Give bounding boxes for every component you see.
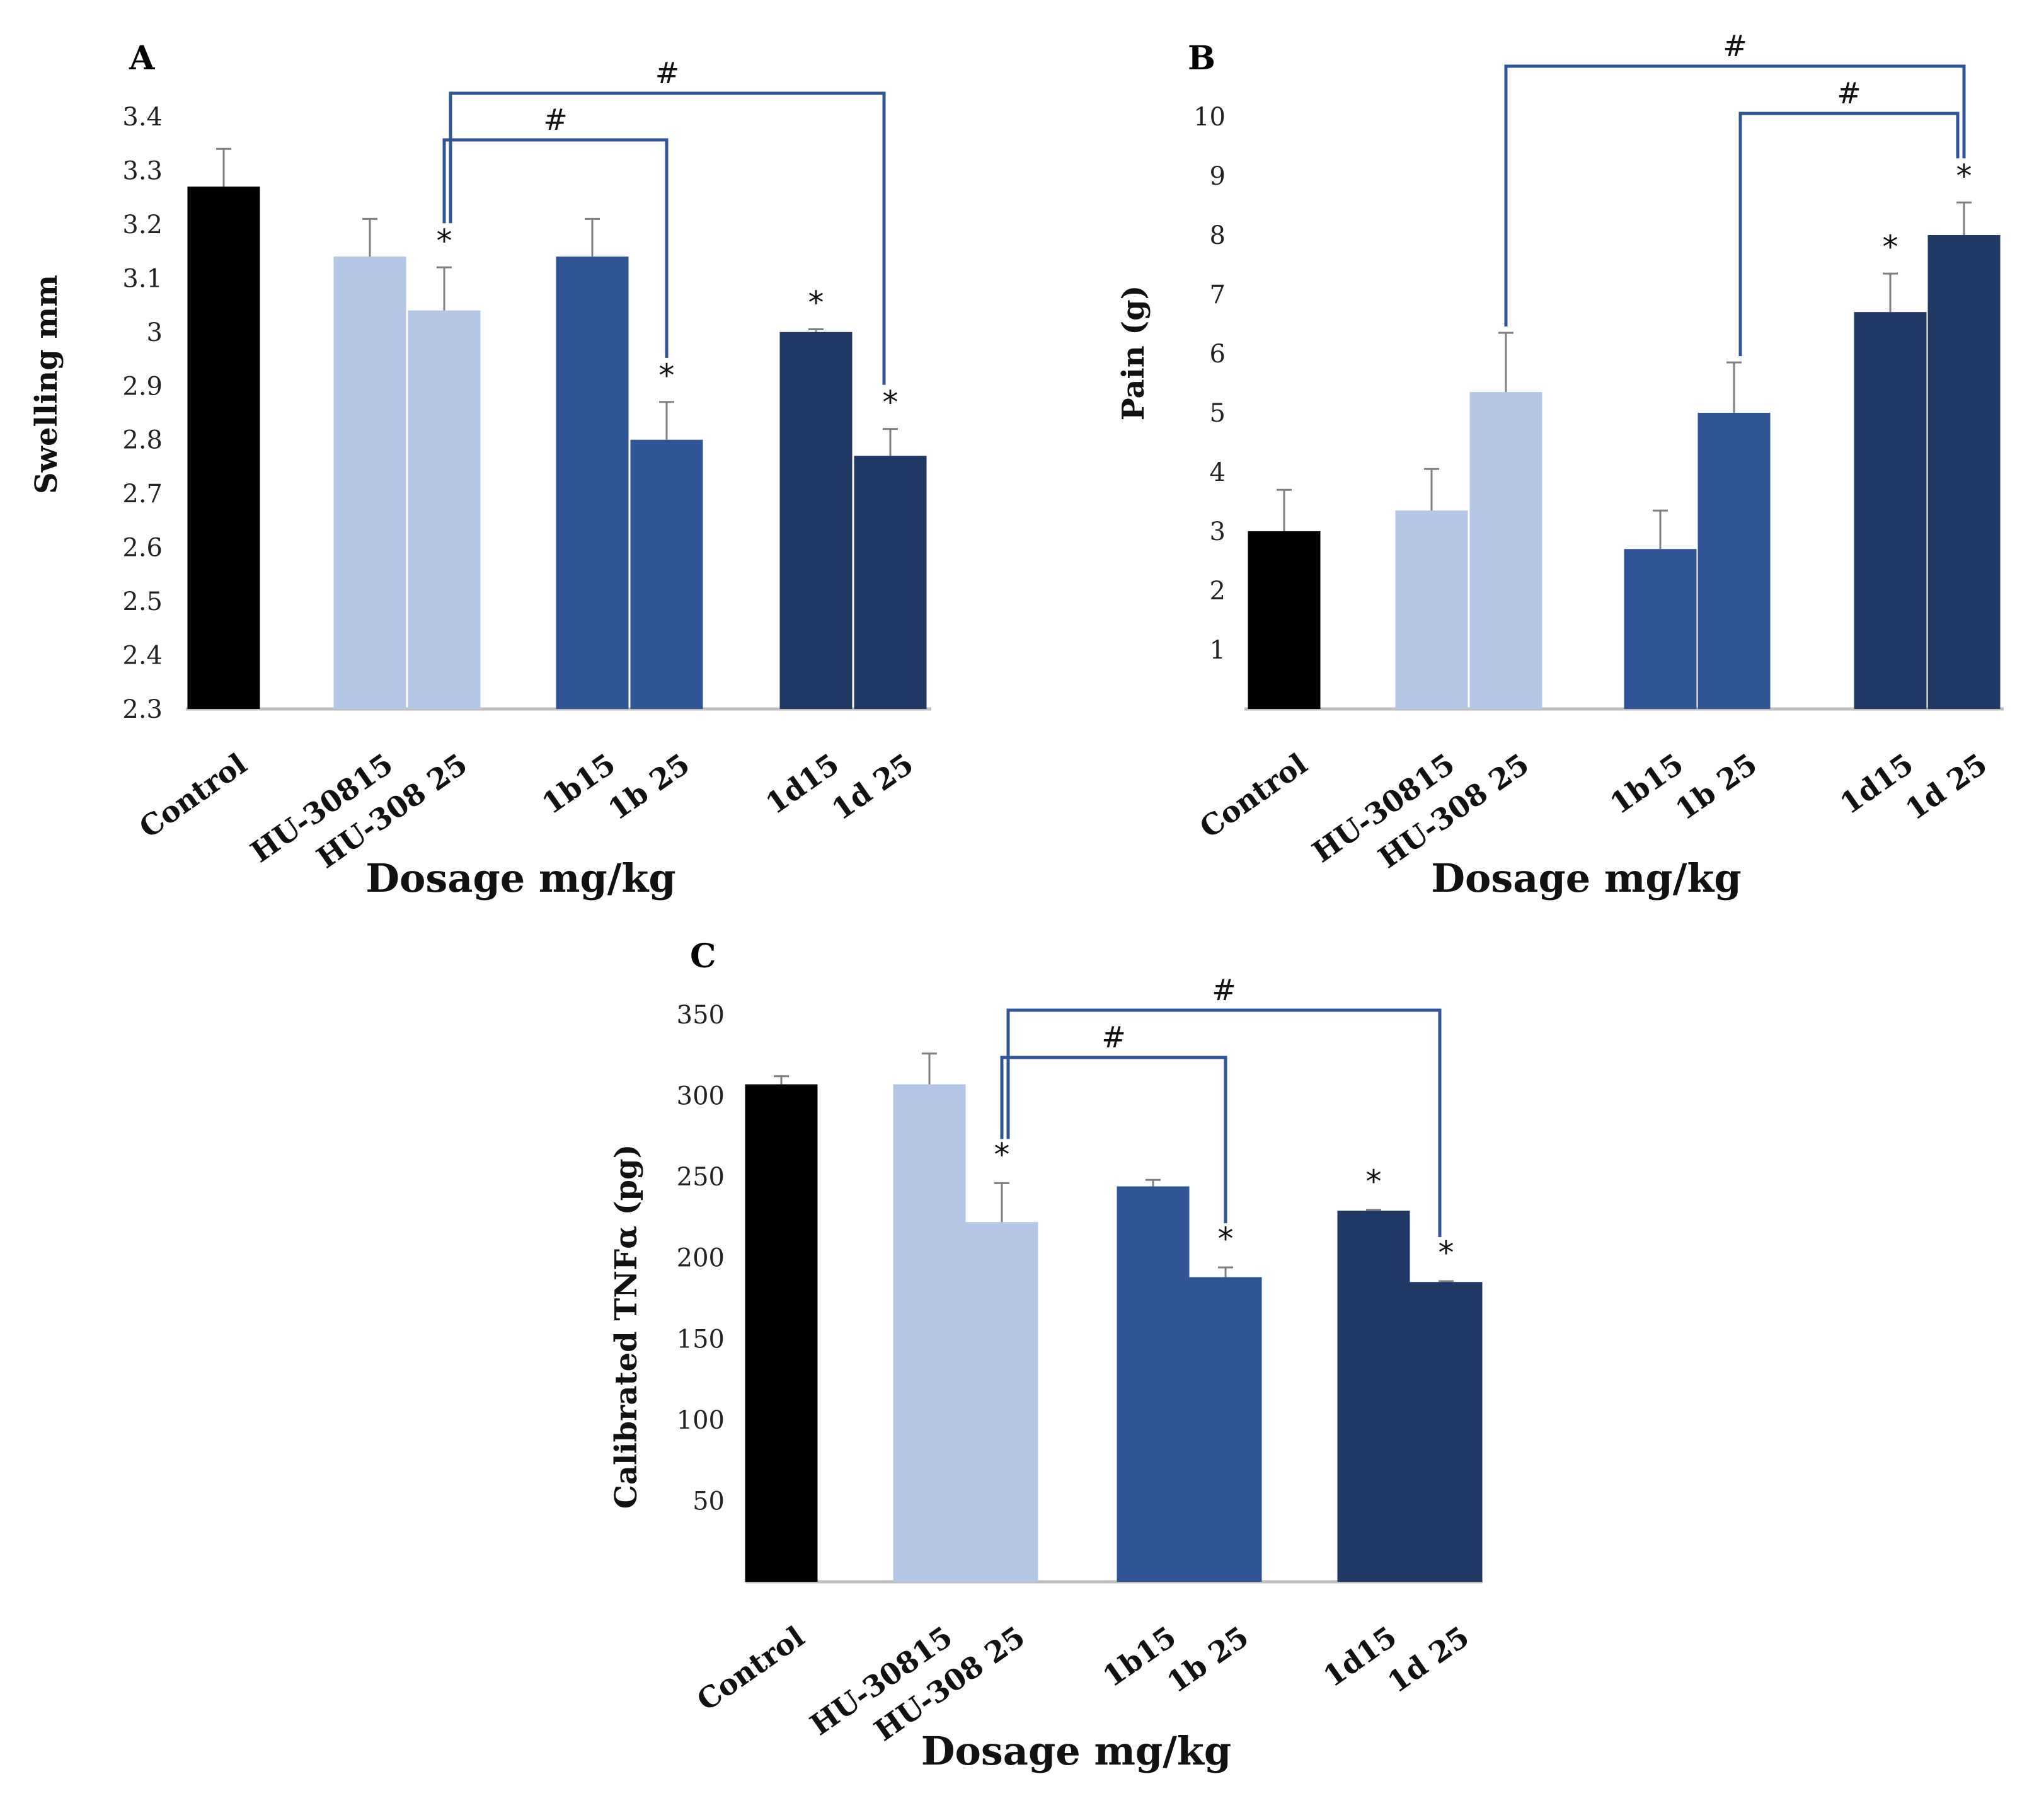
- x-category-label: 1d15: [759, 747, 845, 821]
- x-category-label: Control: [691, 1620, 810, 1718]
- y-tick-label: 3: [1210, 517, 1226, 546]
- y-tick-label: 10: [1193, 103, 1226, 132]
- y-axis-title: Calibrated TNFα (pg): [609, 1144, 644, 1509]
- y-tick-label: 350: [677, 1001, 725, 1030]
- y-tick-label: 3.3: [122, 156, 163, 185]
- y-tick-label: 5: [1210, 399, 1226, 428]
- bar: [779, 331, 853, 709]
- bar: [1337, 1211, 1410, 1582]
- significance-star: *: [1218, 1221, 1234, 1257]
- comparison-label: #: [1723, 29, 1747, 63]
- y-tick-label: 2.5: [122, 587, 163, 616]
- y-tick-label: 2.7: [122, 480, 163, 509]
- y-tick-label: 2.9: [122, 372, 163, 401]
- comparison-bracket: [442, 138, 669, 358]
- bar: [556, 256, 629, 709]
- comparison-bracket: [1000, 1056, 1227, 1224]
- y-tick-label: 2.4: [122, 642, 163, 671]
- y-tick-label: 150: [677, 1325, 725, 1354]
- bar: [745, 1084, 818, 1582]
- y-tick-label: 8: [1210, 221, 1226, 250]
- y-tick-label: 7: [1210, 280, 1226, 309]
- y-tick-label: 4: [1210, 458, 1226, 487]
- significance-star: *: [808, 285, 824, 321]
- panel-a: A 2.3 2.4 2.5 2.6 2.7 2.8 2.9 3 3.1 3.2 3.3 3.4 Swell…: [29, 39, 931, 901]
- x-category-label: 1b15: [536, 747, 621, 821]
- bar: [1624, 549, 1697, 709]
- x-category-label: 1d 25: [1899, 747, 1993, 827]
- bar: [1697, 413, 1771, 709]
- panel-label: B: [1188, 39, 1215, 78]
- comparison-label: #: [1837, 76, 1861, 110]
- y-tick-label: 2.6: [122, 534, 163, 563]
- x-category-label: 1b 25: [602, 747, 696, 827]
- significance-star: *: [437, 222, 452, 259]
- bar: [965, 1222, 1038, 1582]
- bar: [1395, 510, 1468, 709]
- y-axis-title: Pain (g): [1116, 285, 1151, 421]
- significance-star: *: [994, 1136, 1010, 1173]
- y-tick-label: 6: [1210, 340, 1226, 369]
- comparison-label: #: [543, 103, 568, 137]
- bar: [1854, 312, 1927, 709]
- y-tick-label: 50: [692, 1487, 725, 1516]
- x-category-label: 1b 25: [1669, 747, 1763, 827]
- comparison-bracket: [1006, 1008, 1442, 1237]
- y-tick-label: 250: [677, 1163, 725, 1192]
- significance-star: *: [1366, 1163, 1382, 1200]
- x-axis-title: Dosage mg/kg: [365, 855, 676, 901]
- y-tick-label: 1: [1210, 636, 1226, 665]
- bar: [1927, 235, 2001, 709]
- x-category-label: 1b 25: [1161, 1620, 1255, 1700]
- comparison-label: #: [655, 56, 680, 90]
- y-tick-label: 3.4: [122, 103, 163, 132]
- comparison-bracket: [1738, 112, 1960, 357]
- panel-label: A: [129, 39, 155, 78]
- y-tick-label: 3.2: [122, 210, 163, 239]
- y-tick-label: 2.8: [122, 426, 163, 455]
- significance-star: *: [883, 384, 899, 421]
- x-category-label: 1d 25: [1381, 1620, 1475, 1700]
- y-tick-label: 2.3: [122, 695, 163, 724]
- panel-label: C: [690, 937, 716, 976]
- bar: [187, 187, 260, 709]
- x-axis-title: Dosage mg/kg: [921, 1728, 1232, 1774]
- panel-c: C 50 100 150 200 250 300 350 Calibrated TNFα (pg…: [609, 937, 1483, 1774]
- bar: [1189, 1277, 1262, 1582]
- significance-star: *: [1883, 229, 1898, 265]
- significance-star: *: [1956, 158, 1972, 194]
- y-axis-title: Swelling mm: [29, 275, 64, 494]
- y-tick-label: 200: [677, 1244, 725, 1273]
- bar: [630, 439, 703, 709]
- bar: [893, 1084, 966, 1582]
- comparison-label: #: [1212, 973, 1236, 1007]
- x-category-label: Control: [133, 747, 253, 845]
- significance-star: *: [1439, 1235, 1454, 1271]
- x-category-label: 1d 25: [825, 747, 919, 827]
- comparison-label: #: [1101, 1020, 1126, 1054]
- bar: [1248, 531, 1321, 709]
- bar: [854, 456, 927, 709]
- significance-star: *: [659, 357, 675, 394]
- comparison-bracket: [449, 91, 886, 385]
- y-tick-label: 100: [677, 1406, 725, 1435]
- y-tick-label: 2: [1210, 577, 1226, 606]
- y-tick-label: 3.1: [122, 264, 163, 293]
- bar: [408, 310, 481, 709]
- x-axis-title: Dosage mg/kg: [1431, 855, 1742, 901]
- bar: [1469, 392, 1542, 709]
- bar: [1410, 1282, 1483, 1582]
- bar: [1117, 1186, 1190, 1582]
- bar: [333, 256, 406, 709]
- y-tick-label: 3: [147, 318, 163, 347]
- y-tick-label: 300: [677, 1082, 725, 1111]
- comparison-bracket: [1504, 64, 1966, 327]
- x-category-label: Control: [1193, 747, 1313, 845]
- y-tick-label: 9: [1210, 162, 1226, 191]
